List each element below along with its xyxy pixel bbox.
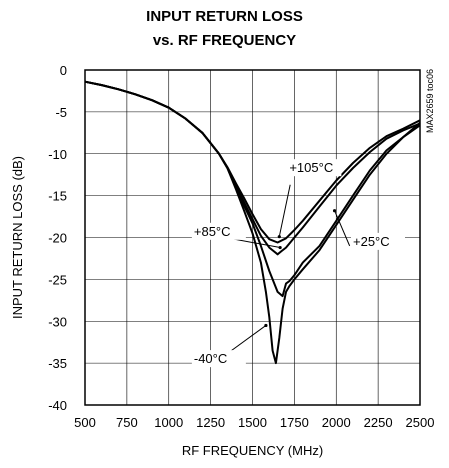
annotation-bg bbox=[191, 222, 246, 240]
x-axis-label: RF FREQUENCY (MHz) bbox=[182, 443, 323, 458]
watermark-text: MAX2659 toc06 bbox=[425, 69, 435, 133]
y-tick-label: -30 bbox=[48, 314, 67, 329]
tick-labels: 500 750 1000 1250 1500 1750 2000 2250 2500 0 -5 -10… bbox=[48, 63, 434, 430]
annotation-bg bbox=[191, 350, 246, 368]
annotation-arrowhead bbox=[278, 245, 282, 250]
x-tick-label: 1000 bbox=[154, 415, 183, 430]
x-tick-label: 2250 bbox=[364, 415, 393, 430]
x-tick-label: 1250 bbox=[196, 415, 225, 430]
x-tick-label: 500 bbox=[74, 415, 96, 430]
y-tick-label: -20 bbox=[48, 231, 67, 246]
y-tick-label: -10 bbox=[48, 147, 67, 162]
y-tick-label: -25 bbox=[48, 272, 67, 287]
annotation-leader bbox=[233, 238, 281, 249]
chart-title-line-1: INPUT RETURN LOSS bbox=[146, 8, 303, 25]
annotation-label: +105°C bbox=[289, 160, 333, 175]
annotation-bg bbox=[287, 159, 342, 177]
y-tick-label: -15 bbox=[48, 189, 67, 204]
series-line-3 bbox=[84, 80, 421, 244]
y-axis-label: INPUT RETURN LOSS (dB) bbox=[10, 156, 25, 319]
y-tick-label: -40 bbox=[48, 398, 67, 413]
y-tick-label: -5 bbox=[55, 105, 67, 120]
annotation-leader bbox=[225, 325, 267, 356]
chart-title-line-2: vs. RF FREQUENCY bbox=[152, 32, 297, 49]
y-tick-label: 0 bbox=[60, 63, 67, 78]
x-tick-label: 1500 bbox=[238, 415, 267, 430]
y-tick-label: -35 bbox=[48, 356, 67, 371]
annotation-label: +25°C bbox=[353, 234, 390, 249]
series-lines bbox=[84, 80, 421, 365]
annotation-label: +85°C bbox=[194, 224, 231, 239]
x-tick-label: 2000 bbox=[322, 415, 351, 430]
annotation-bg bbox=[351, 232, 405, 250]
x-tick-label: 750 bbox=[116, 415, 138, 430]
annotation-arrowhead bbox=[277, 235, 281, 239]
annotation-arrowhead bbox=[264, 323, 268, 328]
plot-frame bbox=[84, 69, 421, 406]
x-tick-label: 2500 bbox=[406, 415, 435, 430]
annotation-leader bbox=[278, 184, 291, 237]
annotations: +105°C +85°C +25°C -40°C bbox=[191, 159, 405, 368]
annotation-leader bbox=[334, 210, 351, 247]
x-tick-label: 1750 bbox=[280, 415, 309, 430]
annotation-label: -40°C bbox=[194, 351, 227, 366]
annotation-arrowhead bbox=[332, 209, 337, 213]
